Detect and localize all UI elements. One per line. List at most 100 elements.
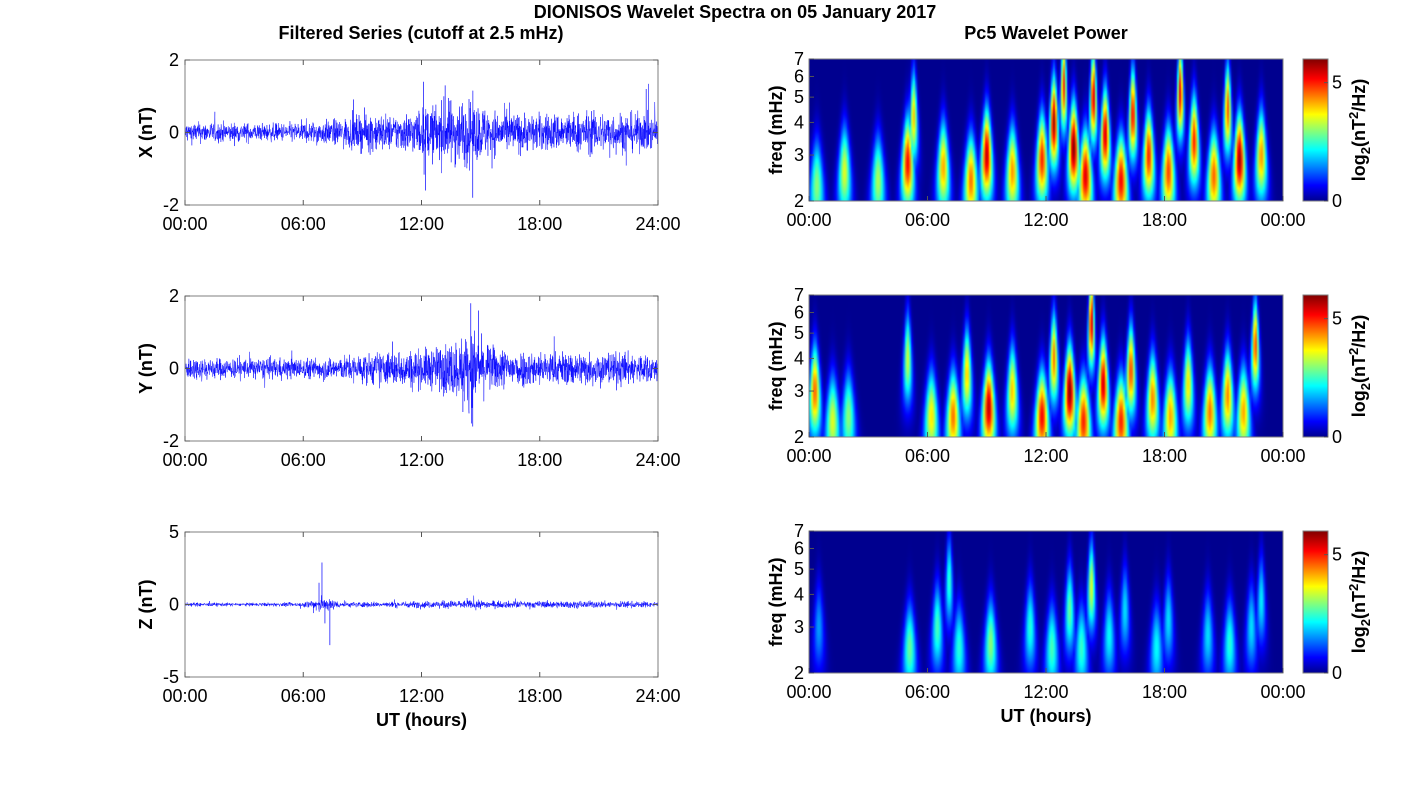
x-tick-label: 18:00	[517, 686, 562, 706]
y-axis-label: Y (nT)	[136, 343, 156, 394]
x-tick-label: 24:00	[635, 450, 680, 470]
wavelet-heatmap	[809, 295, 1283, 437]
y-tick-label: 2	[169, 286, 179, 306]
x-tick-label: 00:00	[1260, 682, 1305, 702]
series-panel-y: 2 0 -200:00 06:00 12:00 18:00 24:00 Y (nT)	[136, 286, 681, 470]
y-axis-label: freq (mHz)	[766, 321, 786, 410]
y-tick-label: 5	[794, 559, 804, 579]
y-axis-label: freq (mHz)	[766, 557, 786, 646]
y-tick-label: 2	[794, 663, 804, 683]
x-tick-label: 00:00	[1260, 446, 1305, 466]
x-tick-label: 12:00	[1023, 682, 1068, 702]
x-tick-label: 00:00	[162, 686, 207, 706]
x-tick-label: 18:00	[1142, 210, 1187, 230]
y-tick-label: 0	[169, 123, 179, 143]
colorbar-frame	[1302, 58, 1329, 202]
x-tick-label: 00:00	[162, 450, 207, 470]
x-tick-label: 06:00	[905, 682, 950, 702]
y-tick-label: 0	[169, 359, 179, 379]
series-panel-x: 2 0 -200:00 06:00 12:00 18:00 24:00 X (nT)	[136, 50, 681, 234]
y-tick-label: 2	[794, 427, 804, 447]
x-axis-label: UT (hours)	[1001, 706, 1092, 726]
panels: 20-200:00 06:00 12:00 18:00 24:00X (nT)20-20…	[136, 49, 1373, 730]
x-tick-label: 00:00	[1260, 210, 1305, 230]
y-tick-label: 2	[169, 50, 179, 70]
y-tick-label: -2	[163, 195, 179, 215]
x-tick-label: 00:00	[786, 210, 831, 230]
y-tick-label: 3	[794, 617, 804, 637]
x-tick-label: 12:00	[1023, 210, 1068, 230]
colorbar-tick-label: 0	[1332, 191, 1342, 211]
x-tick-label: 00:00	[786, 682, 831, 702]
y-tick-label: 3	[794, 381, 804, 401]
colorbar-tick-label: 0	[1332, 427, 1342, 447]
x-tick-label: 12:00	[399, 450, 444, 470]
colorbar-tick-label: 5	[1332, 73, 1342, 93]
x-tick-label: 06:00	[281, 450, 326, 470]
y-tick-label: 7	[794, 49, 804, 69]
y-tick-label: -2	[163, 431, 179, 451]
y-tick-label: 5	[794, 87, 804, 107]
x-tick-label: 06:00	[281, 686, 326, 706]
colorbar-label: log2(nT2/Hz)	[1346, 79, 1373, 181]
trace-line	[184, 83, 659, 175]
x-tick-label: 06:00	[905, 446, 950, 466]
x-tick-label: 18:00	[1142, 682, 1187, 702]
colorbar-tick-label: 0	[1332, 663, 1342, 683]
colorbar-label: log2(nT2/Hz)	[1346, 315, 1373, 417]
y-tick-label: 7	[794, 285, 804, 305]
y-tick-label: 6	[794, 538, 804, 558]
x-tick-label: 18:00	[517, 450, 562, 470]
wavelet-heatmap	[809, 59, 1283, 201]
x-tick-label: 24:00	[635, 686, 680, 706]
y-tick-label: 4	[794, 584, 804, 604]
right-column-title: Pc5 Wavelet Power	[964, 23, 1127, 43]
y-tick-label: 4	[794, 348, 804, 368]
y-axis-label: freq (mHz)	[766, 85, 786, 174]
trace-line	[184, 330, 659, 424]
x-tick-label: 24:00	[635, 214, 680, 234]
x-tick-label: 18:00	[1142, 446, 1187, 466]
x-tick-label: 06:00	[281, 214, 326, 234]
colorbar-tick-label: 5	[1332, 545, 1342, 565]
y-tick-label: 4	[794, 112, 804, 132]
colorbar-label: log2(nT2/Hz)	[1346, 551, 1373, 653]
x-axis-label: UT (hours)	[376, 710, 467, 730]
series-panel-z: 5 0 -500:00 06:00 12:00 18:00 24:00 Z (nT) UT (h…	[136, 522, 681, 730]
wavelet-heatmap	[809, 531, 1283, 673]
y-tick-label: 6	[794, 302, 804, 322]
x-tick-label: 12:00	[399, 686, 444, 706]
x-tick-label: 06:00	[905, 210, 950, 230]
y-axis-label: X (nT)	[136, 107, 156, 158]
colorbar-tick-label: 5	[1332, 309, 1342, 329]
y-tick-label: 3	[794, 145, 804, 165]
x-tick-label: 12:00	[399, 214, 444, 234]
colorbar-gradient	[1303, 531, 1328, 673]
y-tick-label: 7	[794, 521, 804, 541]
x-tick-label: 00:00	[786, 446, 831, 466]
y-axis-label: Z (nT)	[136, 580, 156, 630]
colorbar-gradient	[1303, 59, 1328, 201]
y-tick-label: 5	[794, 323, 804, 343]
y-tick-label: 6	[794, 66, 804, 86]
colorbar-frame	[1302, 294, 1329, 438]
colorbar-frame	[1302, 530, 1329, 674]
figure-title: DIONISOS Wavelet Spectra on 05 January 2…	[534, 2, 937, 22]
left-column-title: Filtered Series (cutoff at 2.5 mHz)	[278, 23, 563, 43]
x-tick-label: 00:00	[162, 214, 207, 234]
colorbar-gradient	[1303, 295, 1328, 437]
y-tick-label: 0	[169, 595, 179, 615]
y-tick-label: 2	[794, 191, 804, 211]
x-tick-label: 18:00	[517, 214, 562, 234]
y-tick-label: 5	[169, 522, 179, 542]
trace-line	[184, 595, 659, 614]
y-tick-label: -5	[163, 667, 179, 687]
x-tick-label: 12:00	[1023, 446, 1068, 466]
